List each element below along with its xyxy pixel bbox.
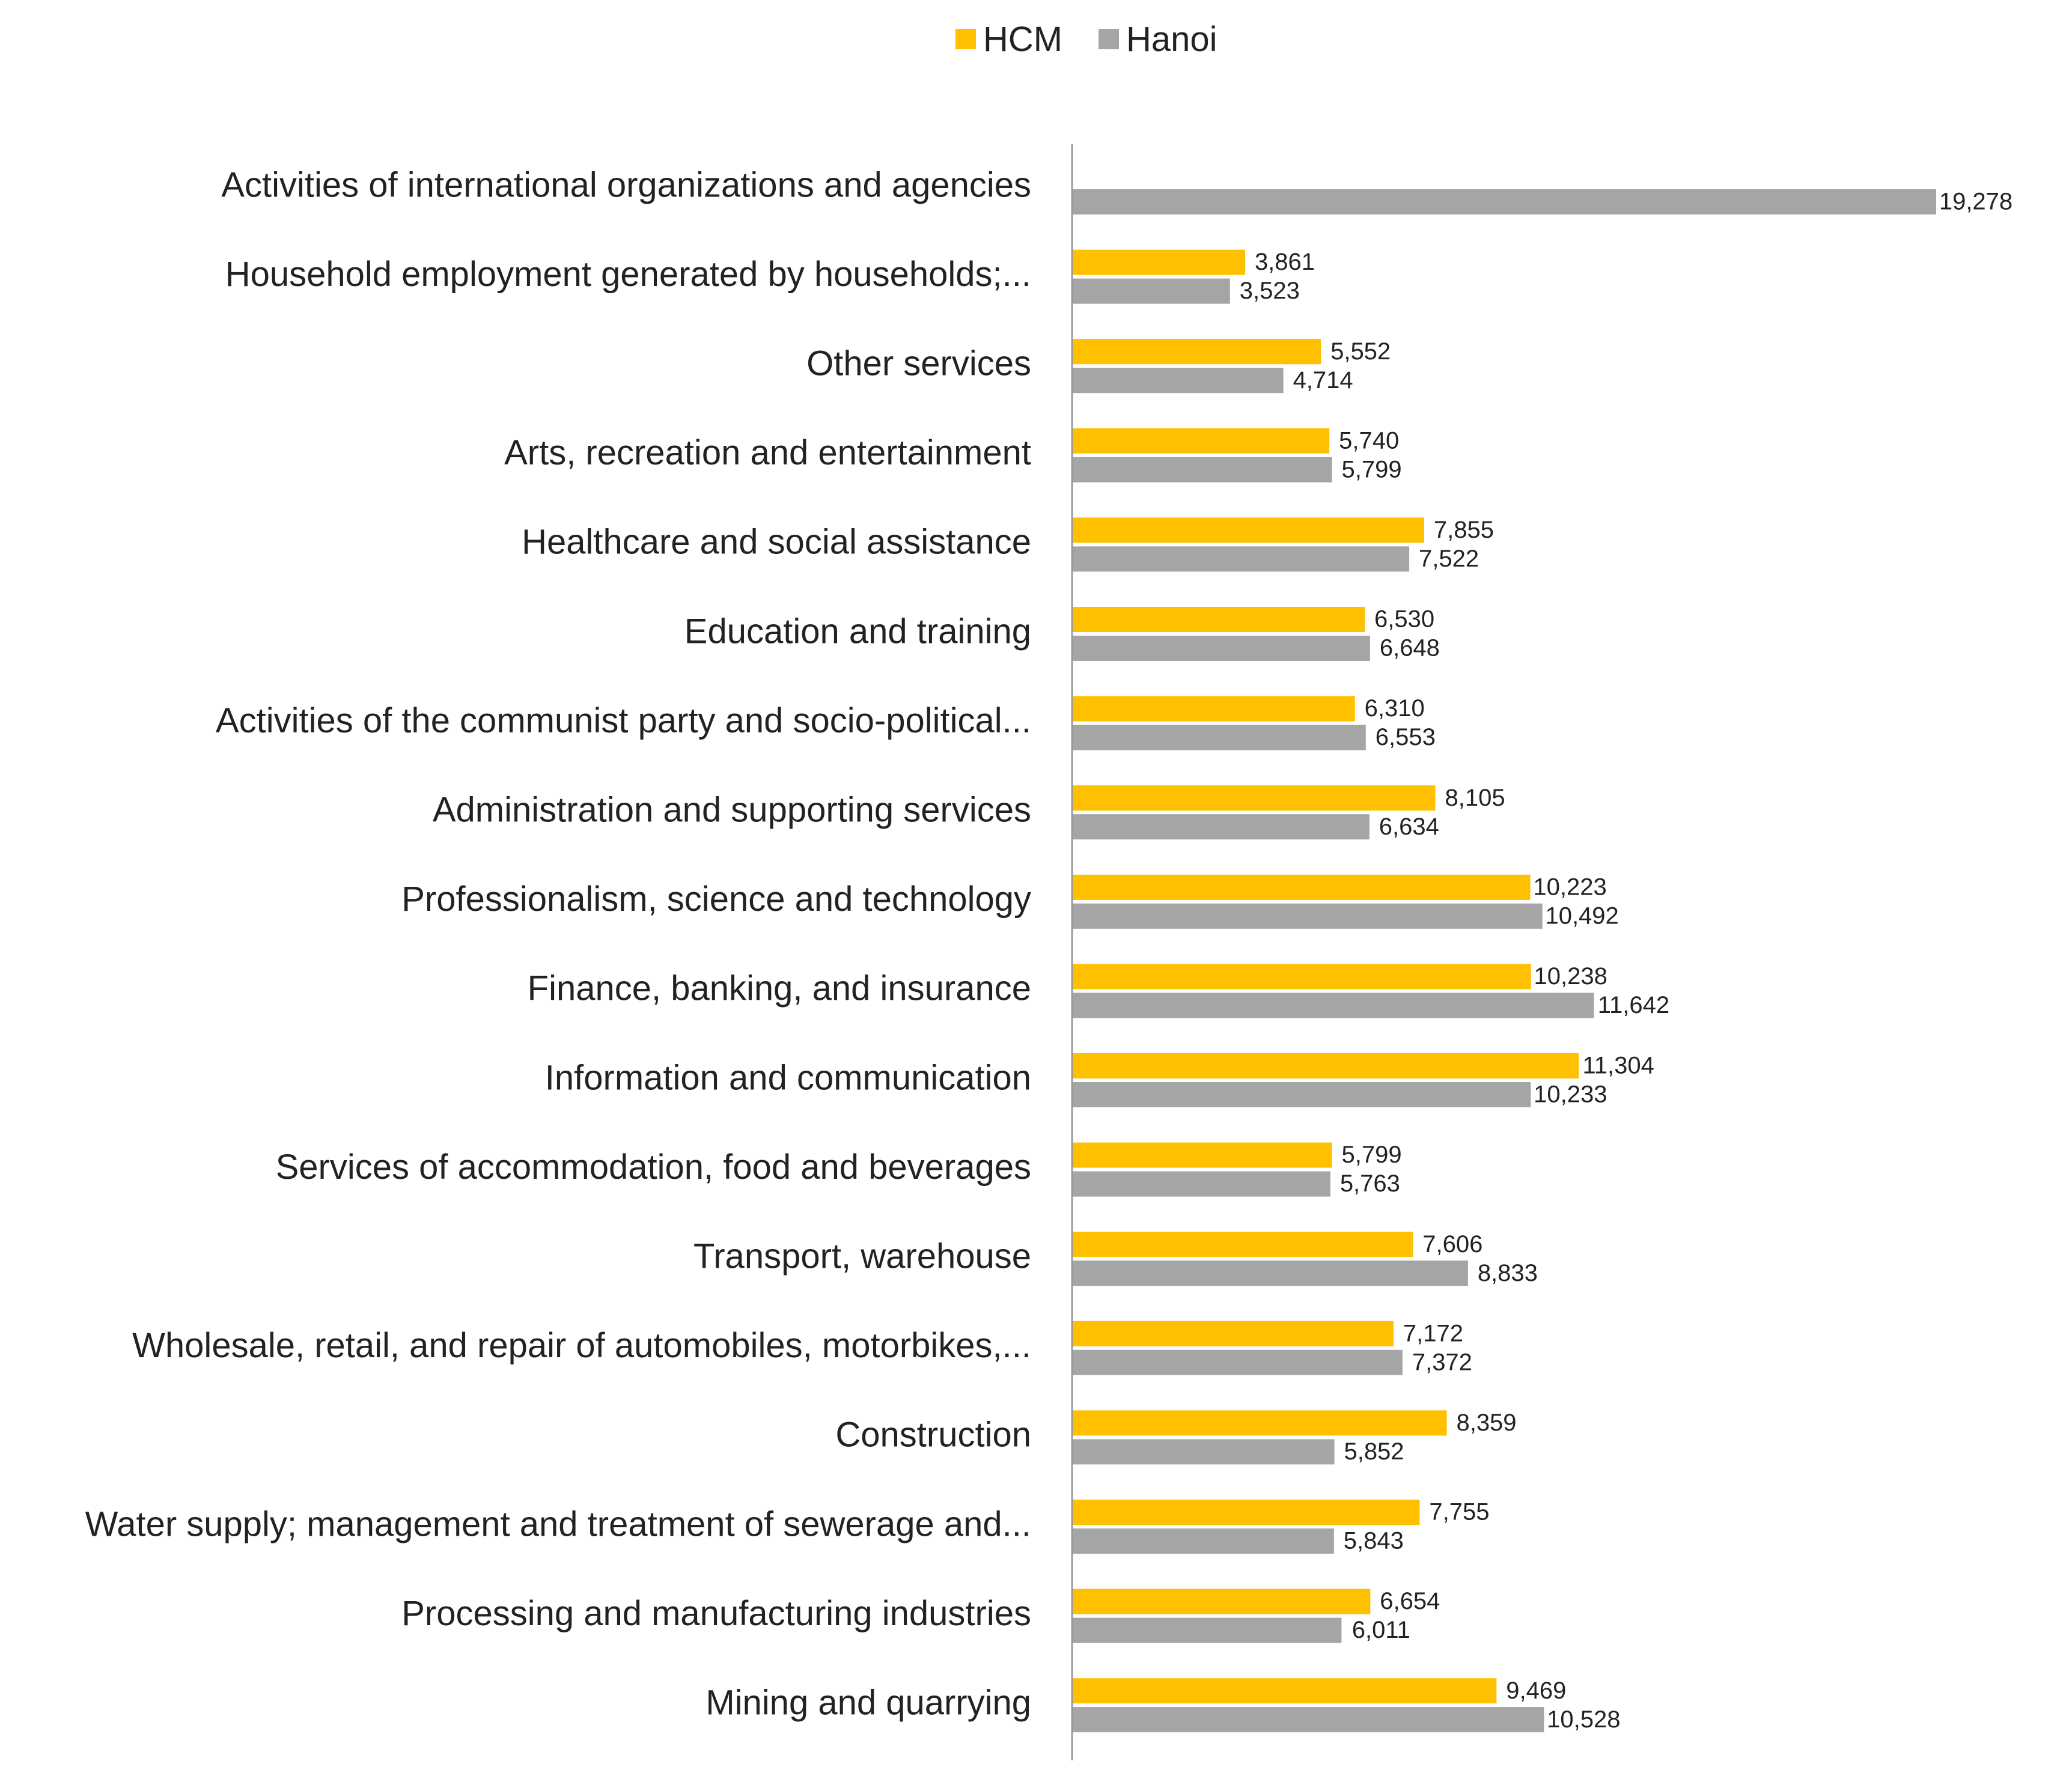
legend-swatch-hanoi [1098, 29, 1119, 49]
data-label-hanoi-processing-and-manufacturing-industries: 6,011 [1352, 1617, 1410, 1643]
bar-hcm-administration-and-supporting-services [1072, 785, 1436, 811]
data-label-hanoi-household-employment-generated-by-househ: 3,523 [1240, 278, 1300, 304]
category-label-information-and-communication: Information and communication [545, 1058, 1031, 1097]
bar-hcm-wholesale-retail-and-repair-of-automobil [1072, 1321, 1394, 1346]
bar-hanoi-processing-and-manufacturing-industries [1072, 1617, 1342, 1643]
data-label-hanoi-administration-and-supporting-services: 6,634 [1379, 814, 1439, 840]
category-label-processing-and-manufacturing-industries: Processing and manufacturing industries [401, 1594, 1031, 1633]
bar-hcm-household-employment-generated-by-househ [1072, 249, 1246, 275]
bar-hcm-arts-recreation-and-entertainment [1072, 428, 1330, 454]
bar-hcm-healthcare-and-social-assistance [1072, 517, 1424, 543]
bar-hcm-transport-warehouse [1072, 1232, 1413, 1258]
category-label-water-supply-management-and-treatment-of: Water supply; management and treatment o… [85, 1504, 1031, 1543]
data-label-hanoi-education-and-training: 6,648 [1380, 635, 1440, 661]
category-label-finance-banking-and-insurance: Finance, banking, and insurance [528, 969, 1031, 1008]
category-label-transport-warehouse: Transport, warehouse [693, 1237, 1031, 1276]
bar-hanoi-administration-and-supporting-services [1072, 814, 1370, 840]
category-label-mining-and-quarrying: Mining and quarrying [705, 1683, 1031, 1723]
legend-label-hcm: HCM [983, 20, 1062, 59]
category-label-arts-recreation-and-entertainment: Arts, recreation and entertainment [504, 433, 1031, 472]
legend-swatch-hcm [955, 29, 976, 49]
data-label-hanoi-wholesale-retail-and-repair-of-automobil: 7,372 [1412, 1349, 1472, 1375]
data-label-hanoi-transport-warehouse: 8,833 [1478, 1260, 1538, 1286]
data-label-hcm-administration-and-supporting-services: 8,105 [1445, 785, 1505, 811]
data-label-hanoi-arts-recreation-and-entertainment: 5,799 [1342, 456, 1402, 482]
bar-hcm-finance-banking-and-insurance [1072, 964, 1531, 990]
bar-hanoi-arts-recreation-and-entertainment [1072, 457, 1332, 482]
bar-hcm-professionalism-science-and-technology [1072, 874, 1531, 900]
bar-hanoi-transport-warehouse [1072, 1261, 1468, 1286]
data-label-hanoi-construction: 5,852 [1344, 1438, 1404, 1465]
data-label-hcm-information-and-communication: 11,304 [1583, 1053, 1654, 1079]
bar-hcm-activities-of-the-communist-party-and-so [1072, 696, 1355, 722]
data-label-hcm-activities-of-the-communist-party-and-so: 6,310 [1365, 695, 1425, 722]
category-label-wholesale-retail-and-repair-of-automobil: Wholesale, retail, and repair of automob… [132, 1326, 1031, 1365]
data-label-hanoi-activities-of-international-organization: 19,278 [1939, 189, 2013, 215]
data-label-hcm-transport-warehouse: 7,606 [1422, 1231, 1482, 1258]
bar-hcm-water-supply-management-and-treatment-of [1072, 1500, 1420, 1525]
data-label-hanoi-services-of-accommodation-food-and-bever: 5,763 [1340, 1170, 1400, 1197]
data-label-hanoi-water-supply-management-and-treatment-of: 5,843 [1344, 1528, 1404, 1554]
legend: HCM Hanoi [955, 20, 1217, 59]
bar-hcm-construction [1072, 1410, 1447, 1436]
category-label-activities-of-the-communist-party-and-so: Activities of the communist party and so… [216, 701, 1031, 740]
bar-hanoi-activities-of-international-organization [1072, 189, 1936, 214]
category-label-other-services: Other services [806, 344, 1031, 383]
bar-hanoi-information-and-communication [1072, 1082, 1531, 1107]
data-label-hanoi-healthcare-and-social-assistance: 7,522 [1419, 546, 1479, 572]
data-label-hcm-finance-banking-and-insurance: 10,238 [1534, 963, 1607, 990]
data-label-hcm-processing-and-manufacturing-industries: 6,654 [1380, 1588, 1440, 1614]
data-label-hanoi-activities-of-the-communist-party-and-so: 6,553 [1376, 724, 1436, 750]
bar-group: 19,2783,8613,5235,5524,7145,7405,7997,85… [1072, 189, 2013, 1733]
data-label-hanoi-finance-banking-and-insurance: 11,642 [1598, 992, 1669, 1018]
bar-hcm-other-services [1072, 339, 1321, 365]
data-label-hanoi-professionalism-science-and-technology: 10,492 [1545, 902, 1618, 929]
bar-hanoi-finance-banking-and-insurance [1072, 993, 1594, 1018]
data-label-hcm-professionalism-science-and-technology: 10,223 [1533, 874, 1606, 900]
data-label-hcm-mining-and-quarrying: 9,469 [1506, 1677, 1566, 1704]
bar-hanoi-healthcare-and-social-assistance [1072, 546, 1410, 572]
bar-hanoi-construction [1072, 1439, 1335, 1465]
category-label-professionalism-science-and-technology: Professionalism, science and technology [401, 880, 1031, 919]
category-label-healthcare-and-social-assistance: Healthcare and social assistance [522, 523, 1031, 562]
legend-label-hanoi: Hanoi [1126, 20, 1217, 59]
category-label-administration-and-supporting-services: Administration and supporting services [433, 791, 1031, 830]
bar-hanoi-professionalism-science-and-technology [1072, 903, 1543, 929]
bar-hanoi-services-of-accommodation-food-and-bever [1072, 1171, 1330, 1197]
data-label-hanoi-mining-and-quarrying: 10,528 [1547, 1706, 1620, 1733]
category-label-household-employment-generated-by-househ: Household employment generated by househ… [225, 255, 1031, 294]
category-label-education-and-training: Education and training [684, 612, 1031, 651]
data-label-hanoi-information-and-communication: 10,233 [1534, 1081, 1607, 1108]
data-label-hcm-water-supply-management-and-treatment-of: 7,755 [1429, 1499, 1489, 1525]
data-label-hcm-construction: 8,359 [1456, 1410, 1516, 1436]
data-label-hanoi-other-services: 4,714 [1293, 367, 1353, 394]
bar-hcm-processing-and-manufacturing-industries [1072, 1589, 1371, 1614]
category-labels: Activities of international organization… [85, 165, 1031, 1722]
data-label-hcm-arts-recreation-and-entertainment: 5,740 [1339, 427, 1399, 454]
data-label-hcm-wholesale-retail-and-repair-of-automobil: 7,172 [1403, 1320, 1463, 1346]
bar-hanoi-household-employment-generated-by-househ [1072, 278, 1230, 304]
bar-hanoi-mining-and-quarrying [1072, 1707, 1544, 1733]
bar-hcm-information-and-communication [1072, 1053, 1579, 1078]
data-label-hcm-healthcare-and-social-assistance: 7,855 [1434, 517, 1494, 543]
bar-hanoi-activities-of-the-communist-party-and-so [1072, 725, 1366, 750]
bar-hanoi-education-and-training [1072, 636, 1370, 661]
category-label-services-of-accommodation-food-and-bever: Services of accommodation, food and beve… [276, 1148, 1031, 1187]
bar-hanoi-wholesale-retail-and-repair-of-automobil [1072, 1349, 1403, 1375]
bar-hcm-mining-and-quarrying [1072, 1678, 1497, 1704]
data-label-hcm-education-and-training: 6,530 [1374, 606, 1434, 633]
category-label-construction: Construction [835, 1416, 1031, 1455]
data-label-hcm-services-of-accommodation-food-and-bever: 5,799 [1342, 1142, 1402, 1168]
bar-hanoi-water-supply-management-and-treatment-of [1072, 1528, 1334, 1554]
data-label-hcm-other-services: 5,552 [1330, 338, 1391, 365]
bar-hcm-services-of-accommodation-food-and-bever [1072, 1142, 1332, 1168]
bar-hcm-education-and-training [1072, 607, 1365, 632]
category-label-activities-of-international-organization: Activities of international organization… [221, 165, 1031, 204]
bar-hanoi-other-services [1072, 368, 1284, 394]
data-label-hcm-household-employment-generated-by-househ: 3,861 [1255, 249, 1315, 275]
